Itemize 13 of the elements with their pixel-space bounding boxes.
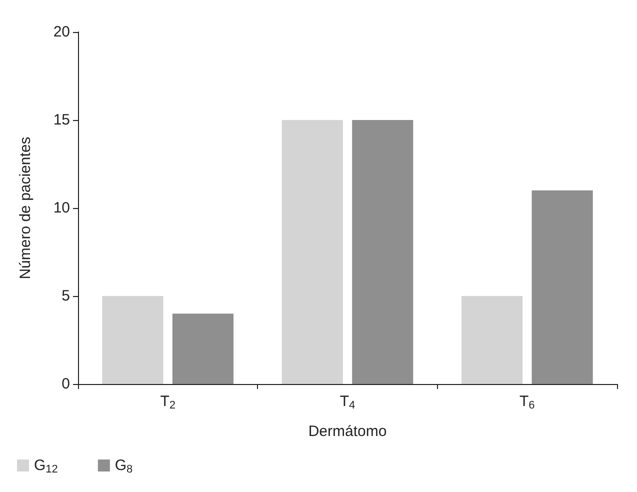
bar [532,190,593,384]
bar [172,314,234,384]
y-axis-title: Número de pacientes [17,136,34,280]
bar [462,296,523,384]
x-axis-title: Dermátomo [308,423,387,440]
y-tick-label: 10 [53,200,70,216]
y-tick-label: 5 [62,288,70,304]
bar [282,120,343,384]
bar [352,120,414,384]
bar [102,296,164,384]
y-tick-label: 20 [53,24,70,40]
y-tick-label: 15 [53,112,70,128]
y-tick-label: 0 [62,376,70,392]
